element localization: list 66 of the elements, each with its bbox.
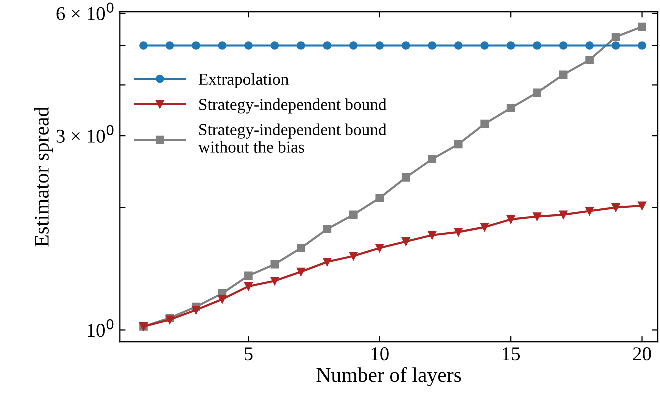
point <box>428 231 437 240</box>
point <box>270 42 280 50</box>
point <box>218 42 227 50</box>
point <box>506 42 516 50</box>
point <box>402 238 410 246</box>
point <box>323 42 332 50</box>
point <box>638 22 646 32</box>
point <box>533 212 542 221</box>
point <box>270 260 280 269</box>
point <box>192 306 200 314</box>
y-tick-label: 10$^{0}$ <box>88 319 114 338</box>
point <box>349 210 358 220</box>
x-tick-label: 15 <box>503 348 520 361</box>
point <box>454 42 463 50</box>
point <box>612 32 620 42</box>
point <box>140 42 148 50</box>
point <box>428 155 437 164</box>
point <box>559 42 568 50</box>
x-tick-label: 10 <box>372 348 389 361</box>
point <box>428 42 437 50</box>
point <box>297 244 306 252</box>
x-tick-label: 5 <box>244 348 253 361</box>
point <box>612 42 620 50</box>
x-tick-label: 20 <box>633 348 652 361</box>
point <box>270 276 280 286</box>
point <box>376 42 384 50</box>
point <box>376 244 384 252</box>
point <box>533 88 542 98</box>
point <box>244 272 253 280</box>
point <box>612 204 620 212</box>
point <box>402 42 410 50</box>
point <box>454 140 463 149</box>
legend-label: Strategy-independent bound <box>200 98 387 114</box>
point <box>376 194 384 202</box>
point <box>586 56 594 64</box>
point <box>349 42 358 50</box>
point <box>638 42 646 50</box>
point <box>166 42 174 50</box>
point <box>323 258 332 266</box>
point <box>480 223 490 232</box>
point <box>323 225 332 234</box>
x-axis-title: Number of layers <box>316 367 462 387</box>
point <box>297 42 306 50</box>
point <box>480 42 490 50</box>
point <box>586 207 594 216</box>
point <box>244 42 253 50</box>
point <box>192 42 200 50</box>
y-tick-label: 3 × 10$^{0}$ <box>56 125 114 143</box>
point <box>480 120 490 128</box>
legend-label: Extrapolation <box>198 73 289 88</box>
y-axis-title: Estimator spread <box>34 107 54 247</box>
y-tick-label: 6 × 10$^{0}$ <box>56 2 114 20</box>
point <box>638 202 646 210</box>
point <box>402 174 410 182</box>
point <box>559 70 568 80</box>
point <box>506 104 516 112</box>
point <box>349 252 358 260</box>
point <box>533 42 542 50</box>
point <box>454 228 463 236</box>
point <box>586 42 594 50</box>
point <box>218 295 227 304</box>
point <box>244 282 253 291</box>
point <box>506 215 516 224</box>
point <box>297 268 306 276</box>
point <box>559 210 568 220</box>
legend-label: Strategy-independent bound without the bias <box>198 124 387 153</box>
